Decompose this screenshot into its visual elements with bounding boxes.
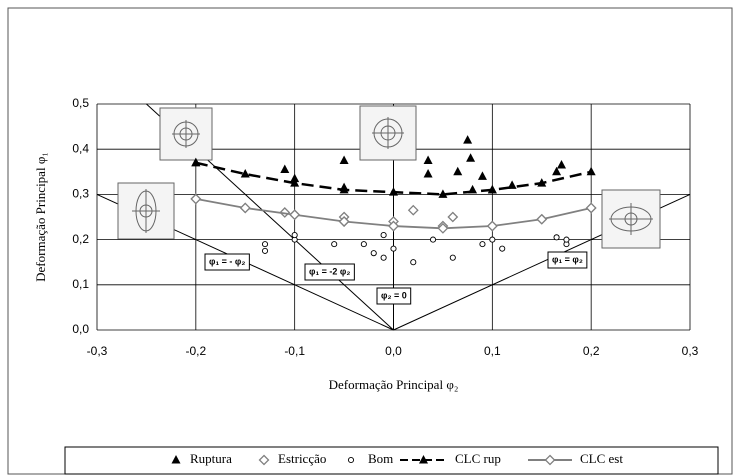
marker <box>407 204 419 216</box>
legend-label: CLC rup <box>455 451 501 466</box>
x-tick-label: 0,0 <box>385 344 402 358</box>
marker <box>449 254 456 261</box>
marker <box>429 236 437 243</box>
marker <box>240 169 250 178</box>
legend-label: Estricção <box>278 451 326 466</box>
marker <box>389 187 398 196</box>
marker <box>380 254 387 261</box>
annotation: φ₁ = -2 φ₂ <box>309 266 350 276</box>
x-tick-label: 0,1 <box>484 344 501 358</box>
marker <box>190 193 202 205</box>
marker <box>489 236 496 243</box>
marker <box>239 202 251 214</box>
marker <box>438 189 448 198</box>
marker <box>544 454 556 466</box>
x-tick-label: -0,1 <box>284 344 305 358</box>
marker <box>290 178 300 187</box>
marker <box>331 241 338 248</box>
x-tick-label: 0,2 <box>583 344 600 358</box>
legend-label: Ruptura <box>190 451 232 466</box>
marker <box>499 245 506 252</box>
marker <box>289 209 301 221</box>
annotation-box <box>304 263 355 281</box>
marker <box>338 216 350 227</box>
marker <box>171 455 181 464</box>
y-axis-title: Deformação Principal φ₁ <box>33 152 48 282</box>
annotation-box <box>547 251 588 269</box>
annotation-box <box>376 287 412 305</box>
y-tick-label: 0,3 <box>72 187 89 201</box>
annotation: φ₂ = 0 <box>381 290 407 300</box>
x-tick-label: -0,3 <box>87 344 108 358</box>
icons <box>117 105 661 249</box>
marker <box>370 250 377 257</box>
legend-label: Bom <box>368 451 393 466</box>
marker <box>585 202 597 214</box>
y-tick-label: 0,2 <box>72 232 89 246</box>
x-axis-title: Deformação Principal φ₂ <box>329 377 459 392</box>
marker <box>423 169 433 178</box>
marker <box>586 166 596 176</box>
marker <box>380 232 387 239</box>
marker <box>466 153 476 162</box>
marker <box>258 454 270 466</box>
marker <box>463 135 473 144</box>
marker <box>486 220 498 232</box>
marker <box>291 232 298 239</box>
annotation-box <box>204 253 250 271</box>
marker <box>339 184 349 194</box>
marker <box>553 234 560 241</box>
marker <box>339 155 349 164</box>
y-tick-label: 0,4 <box>72 141 89 155</box>
y-tick-label: 0,1 <box>72 277 89 291</box>
marker <box>453 166 463 176</box>
x-tick-label: 0,3 <box>682 344 699 358</box>
annotation: φ₁ = φ₂ <box>552 254 583 264</box>
marker <box>479 241 486 248</box>
marker <box>477 171 487 180</box>
marker <box>191 157 201 167</box>
y-tick-label: 0,0 <box>72 322 89 336</box>
marker <box>360 241 367 248</box>
marker <box>563 236 570 243</box>
marker <box>557 160 567 169</box>
marker <box>536 213 548 225</box>
marker <box>347 456 355 464</box>
marker <box>447 211 459 223</box>
marker <box>410 259 417 266</box>
annotation: φ₁ = - φ₂ <box>209 256 245 266</box>
marker <box>423 155 433 164</box>
marker <box>280 164 290 174</box>
legend-label: CLC est <box>580 451 623 466</box>
y-tick-label: 0,5 <box>72 96 89 110</box>
marker <box>390 245 397 252</box>
marker <box>261 241 269 248</box>
marker <box>437 222 449 234</box>
marker <box>487 184 497 194</box>
marker <box>290 173 300 183</box>
marker <box>419 455 428 464</box>
marker <box>537 178 547 187</box>
marker <box>552 166 562 176</box>
marker <box>388 220 399 232</box>
marker <box>261 247 269 254</box>
legend-box <box>64 446 719 475</box>
x-tick-label: -0,2 <box>185 344 206 358</box>
